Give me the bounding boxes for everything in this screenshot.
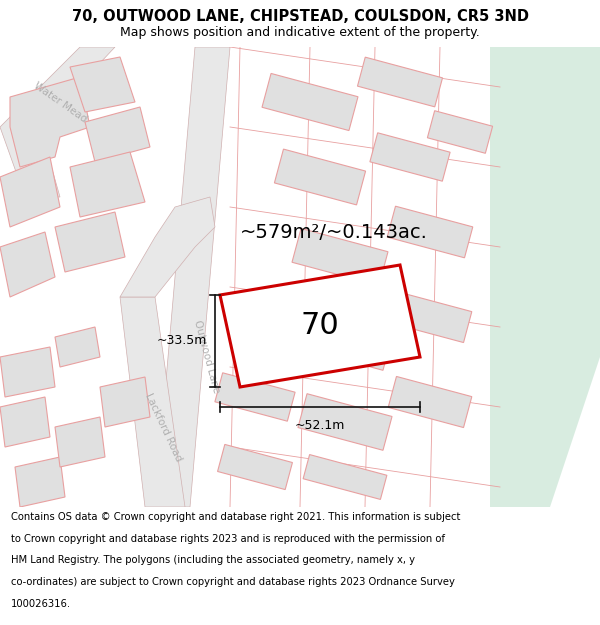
Polygon shape [490,47,600,507]
Polygon shape [55,212,125,272]
Text: Water Mead: Water Mead [32,80,88,124]
Polygon shape [85,107,150,162]
Polygon shape [215,372,295,421]
Polygon shape [358,57,443,107]
Polygon shape [0,347,55,397]
Polygon shape [388,376,472,428]
Polygon shape [218,444,292,489]
Polygon shape [70,57,135,112]
Polygon shape [15,457,65,507]
Text: ~52.1m: ~52.1m [295,419,345,432]
Polygon shape [120,197,215,297]
Polygon shape [388,291,472,342]
Text: Contains OS data © Crown copyright and database right 2021. This information is : Contains OS data © Crown copyright and d… [11,512,460,522]
Polygon shape [70,152,145,217]
Text: Map shows position and indicative extent of the property.: Map shows position and indicative extent… [120,26,480,39]
Text: HM Land Registry. The polygons (including the associated geometry, namely x, y: HM Land Registry. The polygons (includin… [11,556,415,566]
Polygon shape [0,47,115,197]
Text: 100026316.: 100026316. [11,599,71,609]
Text: ~579m²/~0.143ac.: ~579m²/~0.143ac. [240,222,428,241]
Polygon shape [262,74,358,131]
Text: ~33.5m: ~33.5m [157,334,207,348]
Polygon shape [120,297,185,507]
Text: Outwood Lane: Outwood Lane [193,319,221,394]
Polygon shape [100,377,150,427]
Polygon shape [220,265,420,387]
Polygon shape [55,327,100,367]
Polygon shape [55,417,105,467]
Polygon shape [387,206,473,258]
Polygon shape [0,397,50,447]
Polygon shape [0,232,55,297]
Polygon shape [298,314,392,370]
Text: Lackford Road: Lackford Road [143,391,183,462]
Text: 70: 70 [301,311,340,341]
Polygon shape [274,149,365,205]
Polygon shape [303,454,387,499]
Polygon shape [370,132,450,181]
Polygon shape [298,394,392,450]
Text: co-ordinates) are subject to Crown copyright and database rights 2023 Ordnance S: co-ordinates) are subject to Crown copyr… [11,578,455,587]
Text: 70, OUTWOOD LANE, CHIPSTEAD, COULSDON, CR5 3ND: 70, OUTWOOD LANE, CHIPSTEAD, COULSDON, C… [71,9,529,24]
Polygon shape [0,157,60,227]
Polygon shape [292,229,388,286]
Polygon shape [427,111,493,153]
Polygon shape [10,77,90,167]
Polygon shape [155,47,230,507]
Text: to Crown copyright and database rights 2023 and is reproduced with the permissio: to Crown copyright and database rights 2… [11,534,445,544]
